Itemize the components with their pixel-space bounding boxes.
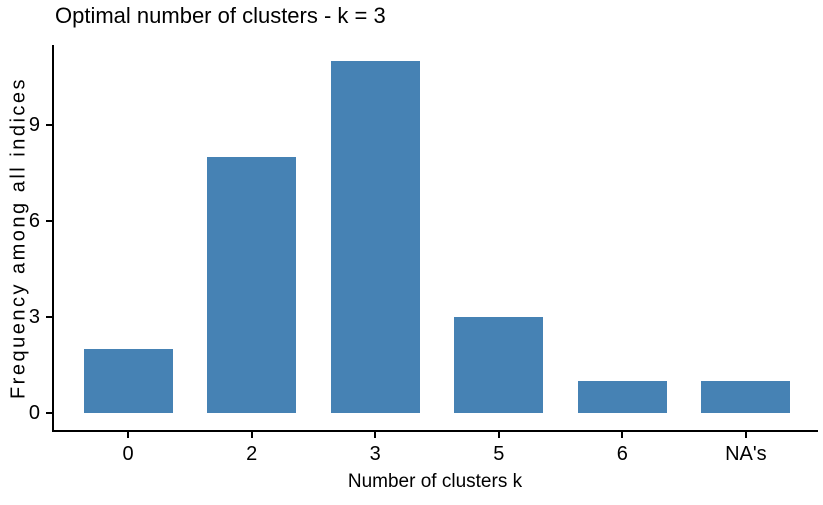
x-axis-tick — [250, 430, 253, 438]
bar — [701, 381, 791, 413]
y-axis-tick — [46, 315, 54, 318]
x-axis-label: Number of clusters k — [347, 471, 523, 492]
x-tick-label: NA's — [725, 443, 767, 465]
y-axis-tick — [46, 412, 54, 414]
y-tick-label: 6 — [28, 209, 40, 232]
y-tick-label: 3 — [28, 305, 40, 328]
x-axis-tick — [621, 430, 624, 438]
x-tick-label: 5 — [493, 443, 505, 465]
bar — [207, 156, 297, 413]
x-axis-tick — [374, 430, 377, 438]
bar — [330, 60, 420, 413]
x-tick-label: 2 — [246, 443, 258, 465]
x-axis-tick — [744, 430, 747, 438]
bar — [577, 381, 667, 413]
y-axis-tick — [46, 123, 54, 126]
plot-area: 0 2 3 5 6 NA's 0 3 6 9 — [29, 45, 818, 465]
bar — [83, 348, 173, 413]
x-axis-tick — [127, 430, 130, 438]
chart-title: Optimal number of clusters - k = 3 — [55, 3, 386, 28]
x-tick-label: 3 — [369, 443, 381, 465]
x-tick-label: 0 — [122, 443, 134, 465]
bar — [454, 316, 544, 413]
x-axis-tick — [497, 430, 500, 438]
y-tick-label: 0 — [28, 402, 40, 424]
y-axis-tick — [46, 219, 54, 222]
x-tick-label: 6 — [616, 443, 628, 465]
y-tick-label: 9 — [28, 113, 40, 136]
